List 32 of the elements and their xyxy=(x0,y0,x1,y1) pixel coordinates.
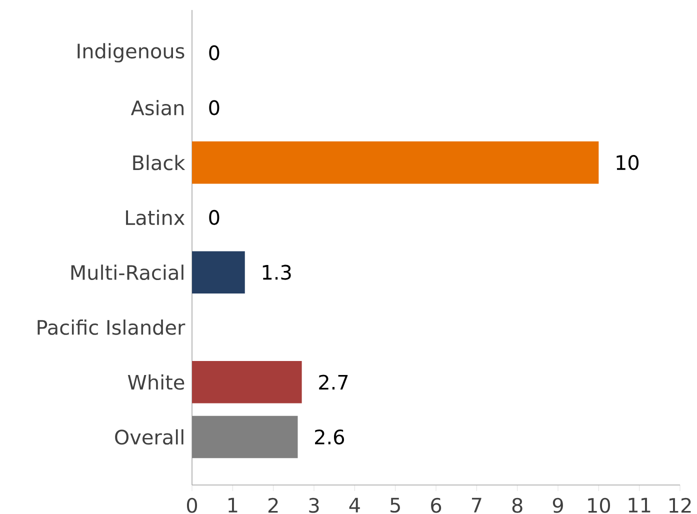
y-tick-label: Asian xyxy=(130,100,184,116)
y-tick-label: Latinx xyxy=(126,210,185,226)
x-tick-label: 9 xyxy=(552,498,563,513)
data-label: 2.6 xyxy=(315,429,344,445)
x-tick-label: 10 xyxy=(588,498,610,513)
data-label: 0 xyxy=(209,210,220,225)
x-tick-label: 3 xyxy=(309,498,319,513)
x-tick-label: 8 xyxy=(512,498,522,513)
x-tick-label: 6 xyxy=(431,498,442,513)
data-label: 0 xyxy=(209,45,220,60)
y-tick-label: White xyxy=(128,374,184,390)
x-tick-label: 12 xyxy=(670,498,691,513)
data-label: 10 xyxy=(616,155,639,170)
data-label: 2.7 xyxy=(319,374,348,390)
y-tick-label: Overall xyxy=(115,429,184,445)
x-tick-label: 2 xyxy=(268,498,278,513)
data-label: 1.3 xyxy=(262,264,291,280)
x-tick-label: 4 xyxy=(349,498,360,512)
bar xyxy=(192,416,298,458)
bar xyxy=(192,141,599,184)
x-tick-label: 5 xyxy=(390,498,400,513)
bar xyxy=(192,360,302,404)
data-label: 0 xyxy=(209,100,220,116)
y-tick-label: Indigenous xyxy=(78,43,184,62)
x-tick-label: 0 xyxy=(186,498,198,513)
x-tick-label: 1 xyxy=(228,498,238,512)
y-tick-label: Pacific Islander xyxy=(38,319,186,335)
bar xyxy=(192,251,245,294)
y-tick-label: Multi-Racial xyxy=(71,264,184,280)
y-tick-label: Black xyxy=(133,154,186,170)
x-tick-label: 11 xyxy=(628,498,650,512)
x-tick-label: 7 xyxy=(472,498,482,512)
